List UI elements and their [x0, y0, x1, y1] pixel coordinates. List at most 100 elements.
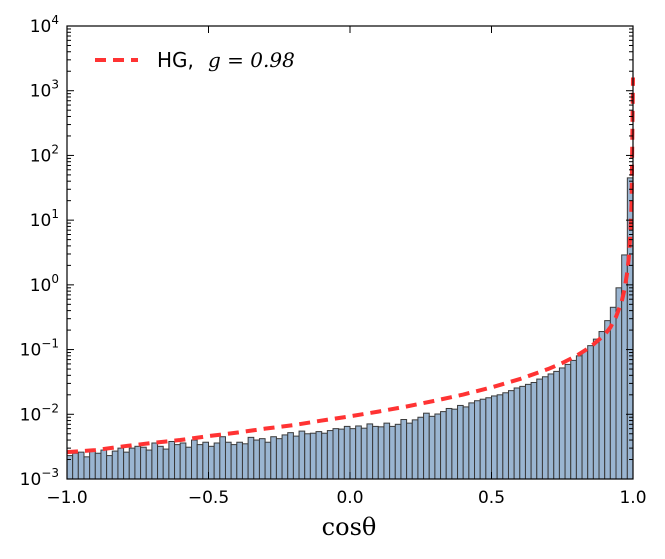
histogram-bar — [598, 331, 606, 480]
histogram-bar — [275, 438, 283, 480]
y-tick-label: 100 — [30, 272, 59, 296]
x-tick-label: −0.5 — [188, 488, 229, 508]
histogram-bar — [417, 416, 425, 480]
x-tick-label: 1.0 — [619, 488, 646, 508]
histogram-bar — [440, 411, 447, 480]
histogram-bar — [106, 455, 113, 480]
histogram-bar — [321, 432, 328, 480]
x-axis-label: cosθ — [322, 513, 377, 541]
histogram-bar — [117, 447, 125, 480]
histogram-bar — [547, 373, 555, 480]
histogram-bar — [513, 387, 521, 480]
histogram-bar — [298, 430, 306, 480]
histogram-bar — [530, 381, 538, 480]
histogram-bar — [389, 425, 396, 480]
histogram-bar — [247, 436, 255, 480]
histogram-bar — [264, 441, 272, 480]
histogram-bar — [202, 441, 209, 480]
histogram-bar — [519, 385, 526, 480]
histogram-bar — [304, 433, 311, 480]
histogram-bar — [128, 447, 136, 480]
histogram-bar — [621, 254, 628, 480]
y-tick-label: 102 — [30, 142, 59, 166]
histogram-bar — [230, 444, 238, 480]
histogram-bar — [400, 419, 408, 480]
axes: −1.0 −0.5 0.0 0.5 1.0 10−3 10−2 10−1 100 101 102 10… — [20, 13, 647, 508]
histogram-bar — [581, 350, 589, 480]
histogram-bar — [604, 320, 611, 480]
y-tick-label: 104 — [30, 13, 59, 37]
histogram-bar — [558, 367, 566, 480]
histogram-bar — [451, 408, 459, 480]
histogram-bars — [66, 177, 634, 480]
histogram-bar — [162, 448, 170, 480]
histogram-bar — [394, 423, 402, 480]
histogram-bar — [123, 451, 130, 480]
histogram-bar — [609, 306, 617, 480]
histogram-bar — [326, 430, 334, 480]
histogram-bar — [349, 428, 357, 480]
y-tick-label: 10−1 — [20, 337, 59, 361]
histogram-bar — [332, 428, 340, 480]
histogram-bar — [355, 425, 362, 480]
histogram-bar — [570, 359, 577, 480]
histogram-bar — [224, 441, 232, 480]
histogram-bar — [241, 443, 249, 480]
histogram-bar — [496, 394, 504, 480]
histogram-bar — [491, 395, 498, 480]
histogram-bar — [338, 428, 345, 480]
histogram-bar — [83, 456, 91, 480]
histogram-bar — [72, 452, 79, 480]
histogram-bar — [575, 355, 583, 480]
histogram-bar — [406, 422, 413, 480]
histogram-bar — [592, 338, 600, 480]
histogram-bar — [196, 444, 204, 480]
histogram-bar — [258, 438, 266, 480]
histogram-bar — [281, 434, 289, 480]
histogram-bar — [445, 407, 453, 480]
y-tick-label: 10−2 — [20, 401, 59, 425]
y-tick-label: 101 — [30, 207, 59, 231]
histogram-bar — [366, 423, 374, 480]
histogram-bar — [151, 442, 159, 480]
histogram-bar — [145, 449, 153, 480]
histogram-bar — [434, 413, 442, 480]
histogram-bar — [287, 432, 294, 480]
histogram-bar — [485, 397, 492, 480]
histogram-bar — [383, 422, 391, 480]
histogram-bar — [524, 383, 532, 480]
legend: HG, g = 0.98 — [95, 48, 295, 72]
histogram-bar — [315, 431, 323, 480]
histogram-bar — [213, 442, 221, 480]
histogram-bar — [174, 444, 181, 480]
legend-math-label: g = 0.98 — [208, 48, 295, 72]
histogram-bar — [185, 446, 193, 480]
histogram-bar — [270, 436, 277, 480]
histogram-bar — [507, 390, 515, 480]
histogram-bar — [457, 404, 464, 480]
x-tick-label: 0.5 — [478, 488, 505, 508]
histogram-bar — [100, 449, 108, 480]
histogram-bar — [77, 451, 85, 480]
histogram-bar — [411, 419, 419, 480]
histogram-bar — [89, 450, 96, 480]
histogram-bar — [236, 441, 243, 480]
histogram-bar — [474, 400, 481, 480]
histogram-bar — [309, 432, 317, 480]
histogram-bar — [479, 398, 487, 480]
histogram-bar — [502, 392, 509, 480]
histogram-bar — [587, 345, 594, 480]
y-tick-label: 10−3 — [20, 466, 59, 490]
histogram-bar — [564, 363, 572, 480]
histogram-bar — [553, 370, 560, 480]
histogram-bar — [468, 402, 476, 480]
histogram-bar — [428, 415, 436, 480]
histogram-bar — [462, 406, 470, 480]
histogram-bar — [253, 439, 260, 480]
histogram-bar — [292, 435, 300, 480]
histogram-bar — [111, 450, 119, 480]
histogram-bar — [191, 439, 198, 480]
histogram-bar — [208, 445, 215, 480]
histogram-bar — [94, 452, 102, 480]
